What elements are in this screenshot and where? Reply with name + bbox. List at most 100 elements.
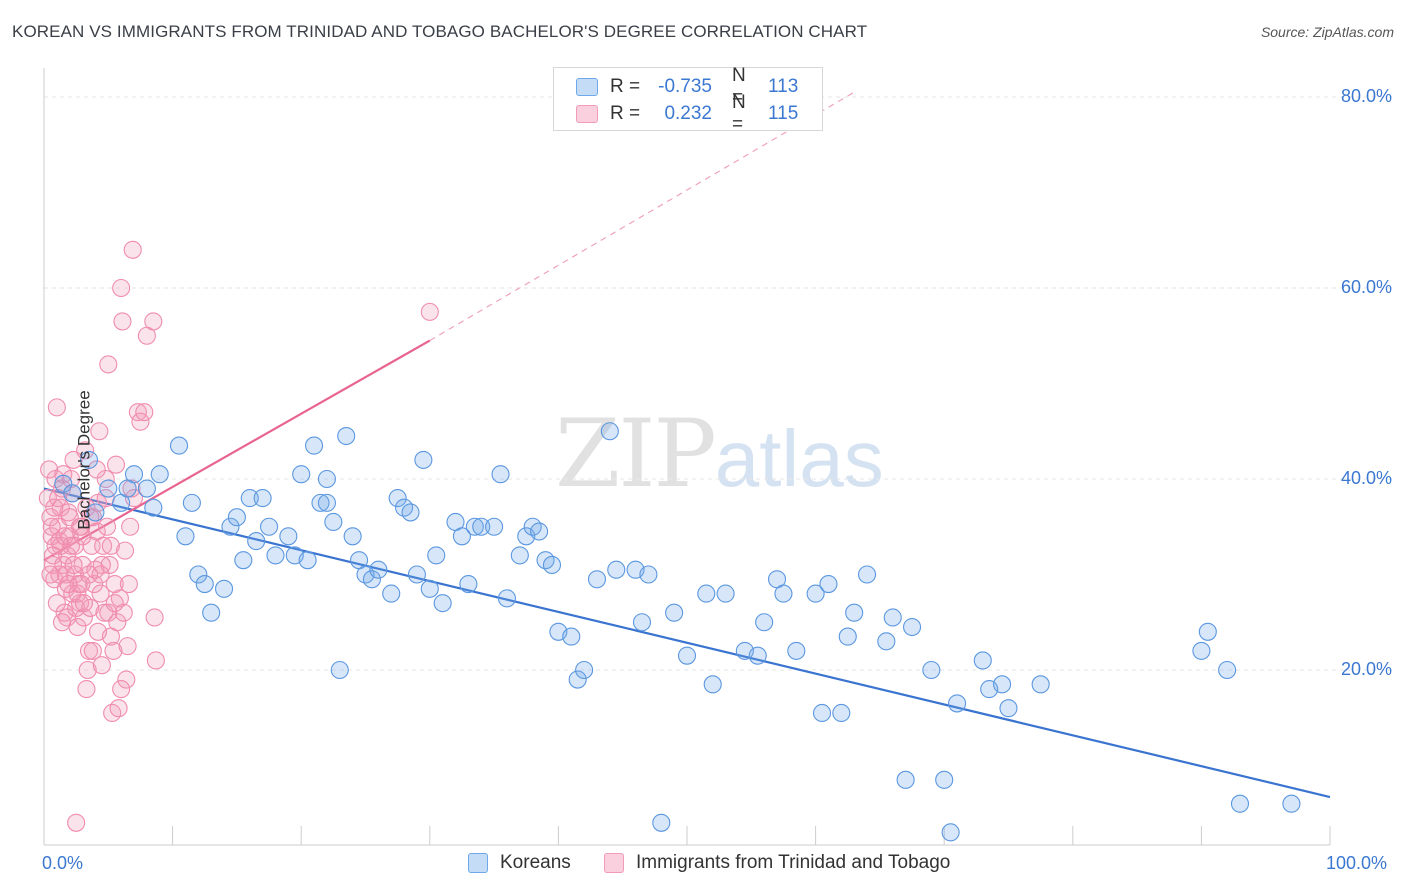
point-korean xyxy=(169,436,189,455)
point-korean xyxy=(343,527,362,546)
x-tick-start: 0.0% xyxy=(42,853,84,873)
source-label: Source: ZipAtlas.com xyxy=(1260,24,1394,40)
point-korean xyxy=(266,546,285,565)
point-trinidad xyxy=(41,565,60,584)
point-trinidad xyxy=(105,594,124,613)
legend-swatch-pink xyxy=(604,853,624,873)
point-korean xyxy=(748,646,767,665)
point-korean xyxy=(279,527,298,546)
point-trinidad xyxy=(83,641,102,660)
point-korean xyxy=(369,560,388,579)
point-korean xyxy=(414,450,433,469)
trend-line-koreans xyxy=(43,487,1331,799)
point-korean xyxy=(883,608,902,627)
point-trinidad xyxy=(420,302,439,321)
y-axis-label: Bachelor's Degree xyxy=(74,390,94,530)
point-trinidad xyxy=(144,312,163,331)
point-trinidad xyxy=(112,680,131,699)
point-korean xyxy=(1198,622,1217,641)
point-korean xyxy=(144,498,163,517)
y-tick-60: 60.0% xyxy=(1340,277,1392,297)
point-trinidad xyxy=(97,517,117,536)
point-korean xyxy=(665,603,684,622)
point-trinidad xyxy=(47,398,66,417)
watermark: ZIPatlas xyxy=(555,400,884,509)
point-trinidad xyxy=(91,584,110,603)
point-korean xyxy=(137,479,156,498)
point-korean xyxy=(195,574,214,594)
point-korean xyxy=(214,579,234,598)
point-trinidad xyxy=(99,603,118,622)
point-korean xyxy=(324,512,343,532)
point-trinidad xyxy=(72,574,91,594)
legend-n-value: 113 xyxy=(768,76,799,97)
point-korean xyxy=(253,489,272,508)
point-korean xyxy=(382,584,401,603)
point-korean xyxy=(877,632,896,651)
point-korean xyxy=(427,546,446,565)
point-trinidad xyxy=(135,403,154,422)
point-korean xyxy=(639,565,658,584)
point-korean xyxy=(896,770,915,789)
point-korean xyxy=(317,493,336,512)
point-trinidad xyxy=(38,489,57,508)
point-korean xyxy=(575,660,594,680)
point-korean xyxy=(697,584,716,603)
grid-lines xyxy=(44,96,1392,671)
y-tick-20: 20.0% xyxy=(1340,659,1392,679)
point-trinidad xyxy=(115,541,135,560)
point-korean xyxy=(716,584,735,603)
point-trinidad xyxy=(85,574,104,594)
point-trinidad xyxy=(45,498,64,517)
point-trinidad xyxy=(131,412,150,431)
point-korean xyxy=(1230,794,1250,813)
point-korean xyxy=(79,450,99,469)
point-korean xyxy=(292,465,311,484)
point-korean xyxy=(941,823,960,842)
point-korean xyxy=(99,479,118,498)
point-korean xyxy=(857,565,877,584)
point-korean xyxy=(497,589,517,608)
point-trinidad xyxy=(73,527,92,546)
point-korean xyxy=(632,613,652,632)
points-trinidad-tobago xyxy=(38,240,439,832)
point-trinidad xyxy=(105,574,124,594)
point-trinidad xyxy=(74,594,93,613)
legend-n-value: 115 xyxy=(768,103,799,124)
point-trinidad xyxy=(117,670,136,689)
legend-r-value: -0.735 xyxy=(658,76,712,97)
point-trinidad xyxy=(78,660,97,680)
point-korean xyxy=(845,603,864,622)
chart-title: KOREAN VS IMMIGRANTS FROM TRINIDAD AND T… xyxy=(12,22,868,41)
point-korean xyxy=(317,469,336,489)
point-korean xyxy=(607,560,626,579)
point-trinidad xyxy=(81,508,100,527)
point-trinidad xyxy=(94,536,113,555)
watermark-zip: ZIP xyxy=(555,400,717,509)
point-korean xyxy=(388,489,407,508)
point-trinidad xyxy=(51,536,70,555)
point-trinidad xyxy=(123,240,142,259)
point-trinidad xyxy=(67,813,86,832)
legend-item-trinidad[interactable]: Immigrants from Trinidad and Tobago xyxy=(604,852,950,874)
point-korean xyxy=(491,465,510,484)
point-trinidad xyxy=(88,622,108,641)
point-korean xyxy=(227,508,246,527)
point-korean xyxy=(305,436,324,455)
point-korean xyxy=(819,574,838,594)
legend-r-value: 0.232 xyxy=(664,103,712,124)
point-trinidad xyxy=(121,517,140,536)
point-trinidad xyxy=(113,312,132,331)
point-korean xyxy=(1192,641,1211,660)
point-trinidad xyxy=(92,555,111,575)
legend-item-koreans[interactable]: Koreans xyxy=(468,852,571,874)
point-korean xyxy=(510,546,529,565)
point-korean xyxy=(337,426,356,446)
point-korean xyxy=(240,489,259,508)
point-korean xyxy=(542,555,562,575)
point-trinidad xyxy=(106,455,126,474)
point-korean xyxy=(401,503,420,522)
y-tick-80: 80.0% xyxy=(1340,86,1392,106)
point-trinidad xyxy=(43,546,63,565)
